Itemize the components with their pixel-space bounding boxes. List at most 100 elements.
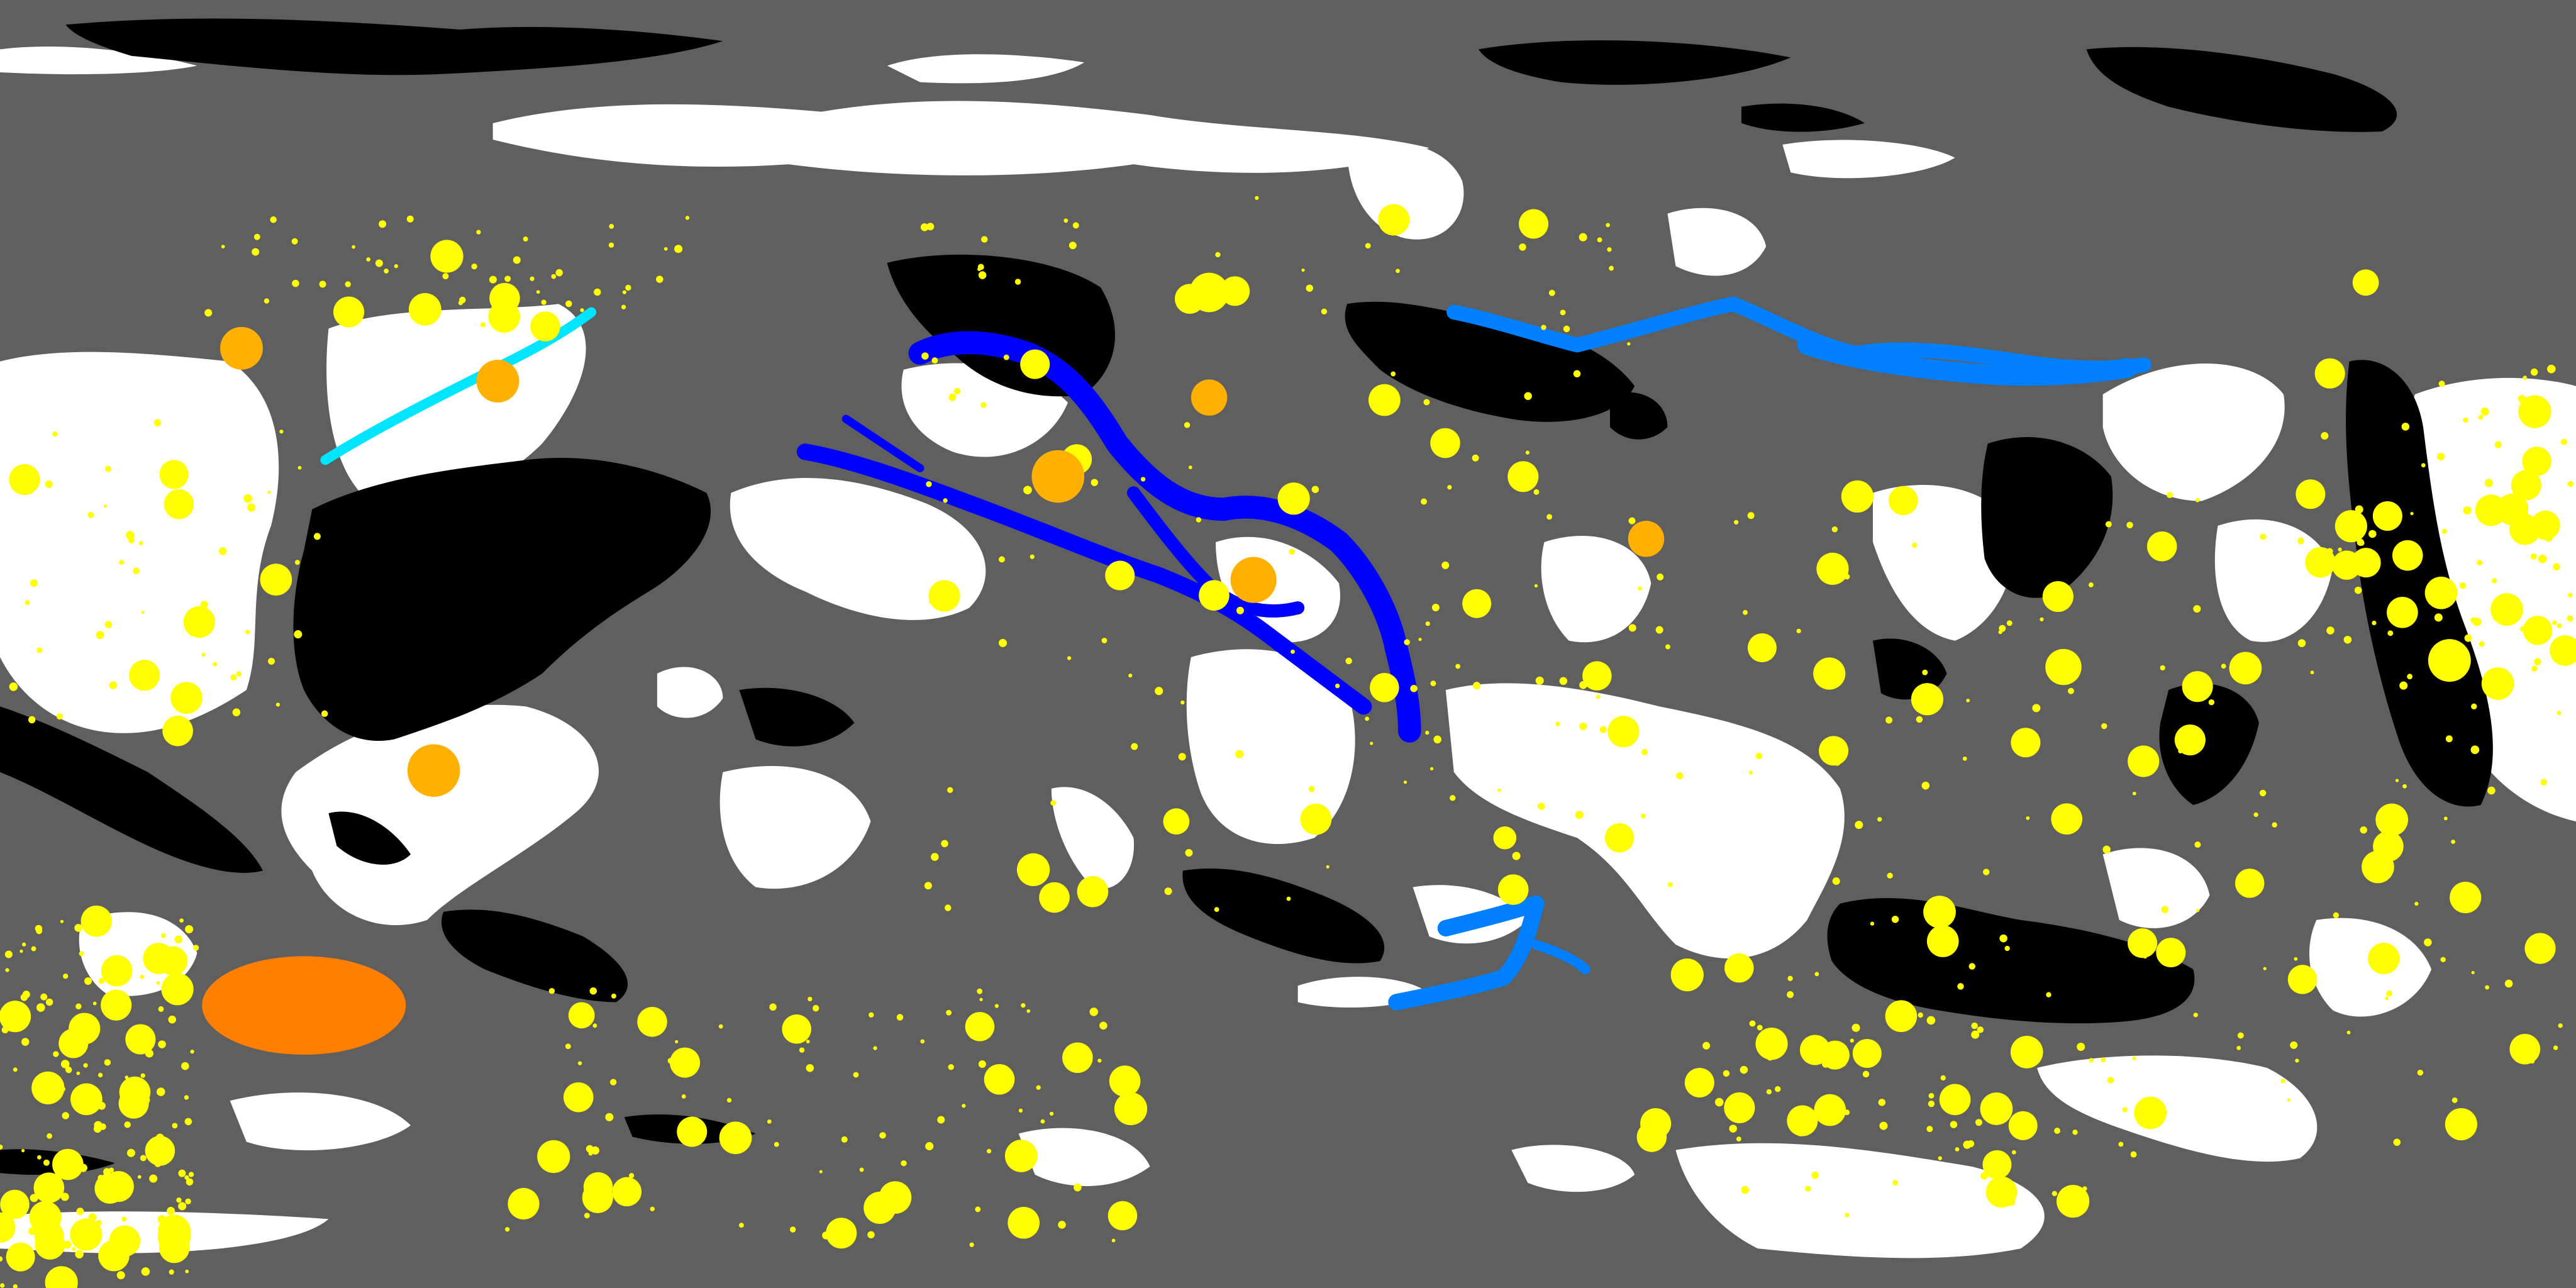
crater-small: [1724, 1092, 1755, 1123]
crater-small: [1749, 1020, 1756, 1027]
crater-small: [2182, 671, 2213, 702]
crater-small: [1196, 517, 1202, 523]
crater-small: [1321, 308, 1328, 314]
crater-small: [253, 233, 260, 240]
crater-small: [2354, 586, 2362, 594]
crater-small: [2068, 687, 2074, 694]
crater-small: [60, 1060, 70, 1069]
crater-small: [1971, 1022, 1978, 1030]
crater-small: [1955, 1147, 1960, 1152]
crater-small: [125, 1075, 129, 1079]
crater-small: [2128, 745, 2160, 777]
crater-small: [243, 494, 252, 503]
crater-small: [2334, 510, 2367, 543]
crater-small: [1676, 772, 1684, 780]
crater-small: [2534, 658, 2541, 665]
crater-small: [1912, 542, 1918, 548]
crater-small: [2051, 803, 2083, 835]
crater-small: [1968, 963, 1975, 970]
crater-small: [2310, 670, 2314, 675]
crater-small: [31, 1071, 65, 1104]
crater-small: [1852, 1038, 1882, 1068]
crater-small: [1607, 716, 1640, 748]
crater-small: [65, 1066, 72, 1074]
crater-small: [1184, 422, 1191, 428]
crater-small: [108, 969, 113, 975]
crater-small: [104, 1059, 111, 1066]
crater-small: [947, 787, 953, 793]
crater-small: [76, 1071, 80, 1075]
dark-terrain-layer: [0, 18, 2493, 1175]
crater-small: [1164, 887, 1172, 896]
crater-small: [565, 1043, 571, 1050]
crater-small: [1533, 489, 1540, 495]
crater-small: [977, 988, 983, 994]
crater-small: [268, 657, 275, 665]
crater-small: [97, 1175, 104, 1181]
crater-small: [1862, 1070, 1870, 1078]
crater-small: [1740, 1065, 1748, 1074]
crater-small: [1016, 853, 1050, 887]
crater-small: [1962, 756, 1967, 761]
crater-small: [2089, 1058, 2094, 1063]
crater-small: [941, 840, 948, 848]
crater-small: [1215, 252, 1221, 258]
crater-small: [1128, 674, 1133, 678]
crater-small: [1714, 1097, 1724, 1107]
crater-small: [826, 1218, 857, 1249]
crater-small: [1982, 869, 1990, 875]
crater-small: [1921, 781, 1930, 790]
crater-small: [0, 1256, 3, 1262]
crater-small: [1378, 204, 1410, 236]
crater-small: [128, 537, 135, 544]
crater-small: [40, 993, 48, 1001]
crater-small: [2352, 269, 2379, 296]
crater-small: [1922, 669, 1928, 675]
crater-small: [79, 951, 84, 957]
crater-small: [2362, 850, 2394, 884]
crater-small: [1421, 498, 1427, 505]
crater-small: [2530, 553, 2537, 560]
crater-small: [169, 1269, 174, 1275]
crater-small: [2553, 563, 2560, 570]
crater-small: [184, 1095, 189, 1100]
crater-small: [2237, 1032, 2244, 1039]
crater-small: [117, 999, 125, 1007]
crater-small: [1180, 700, 1185, 705]
crater-small: [188, 1172, 194, 1177]
crater-small: [1999, 625, 2006, 632]
crater-small: [873, 1046, 877, 1050]
crater-small: [2132, 791, 2136, 796]
crater-small: [260, 564, 292, 596]
crater-small: [719, 1121, 752, 1155]
crater-small: [508, 1187, 540, 1220]
crater-small: [236, 671, 242, 677]
crater-small: [2263, 967, 2267, 970]
crater-small: [70, 1218, 103, 1251]
crater-small: [931, 357, 938, 364]
crater-small: [978, 1060, 986, 1068]
crater-small: [2011, 1150, 2016, 1155]
crater-small: [161, 973, 194, 1006]
crater-small: [2557, 623, 2562, 628]
crater-small: [2057, 1184, 2090, 1218]
crater-small: [2032, 704, 2041, 713]
crater-small: [2550, 635, 2576, 666]
crater-small: [185, 924, 194, 934]
crater-small: [116, 955, 120, 959]
crater-small: [2130, 1151, 2137, 1158]
crater-small: [33, 1172, 65, 1203]
crater-small: [87, 511, 94, 518]
crater-small: [201, 652, 206, 657]
crater-small: [1519, 243, 1526, 251]
crater-small: [56, 713, 63, 720]
crater-small: [0, 1283, 5, 1288]
crater-small: [2441, 528, 2447, 534]
crater-small: [1957, 983, 1964, 990]
crater-small: [2511, 470, 2541, 501]
crater-small: [145, 1136, 175, 1166]
crater-small: [2470, 745, 2480, 755]
crater-small: [2326, 626, 2334, 635]
crater-small: [1155, 687, 1163, 696]
crater-small: [969, 1242, 974, 1247]
